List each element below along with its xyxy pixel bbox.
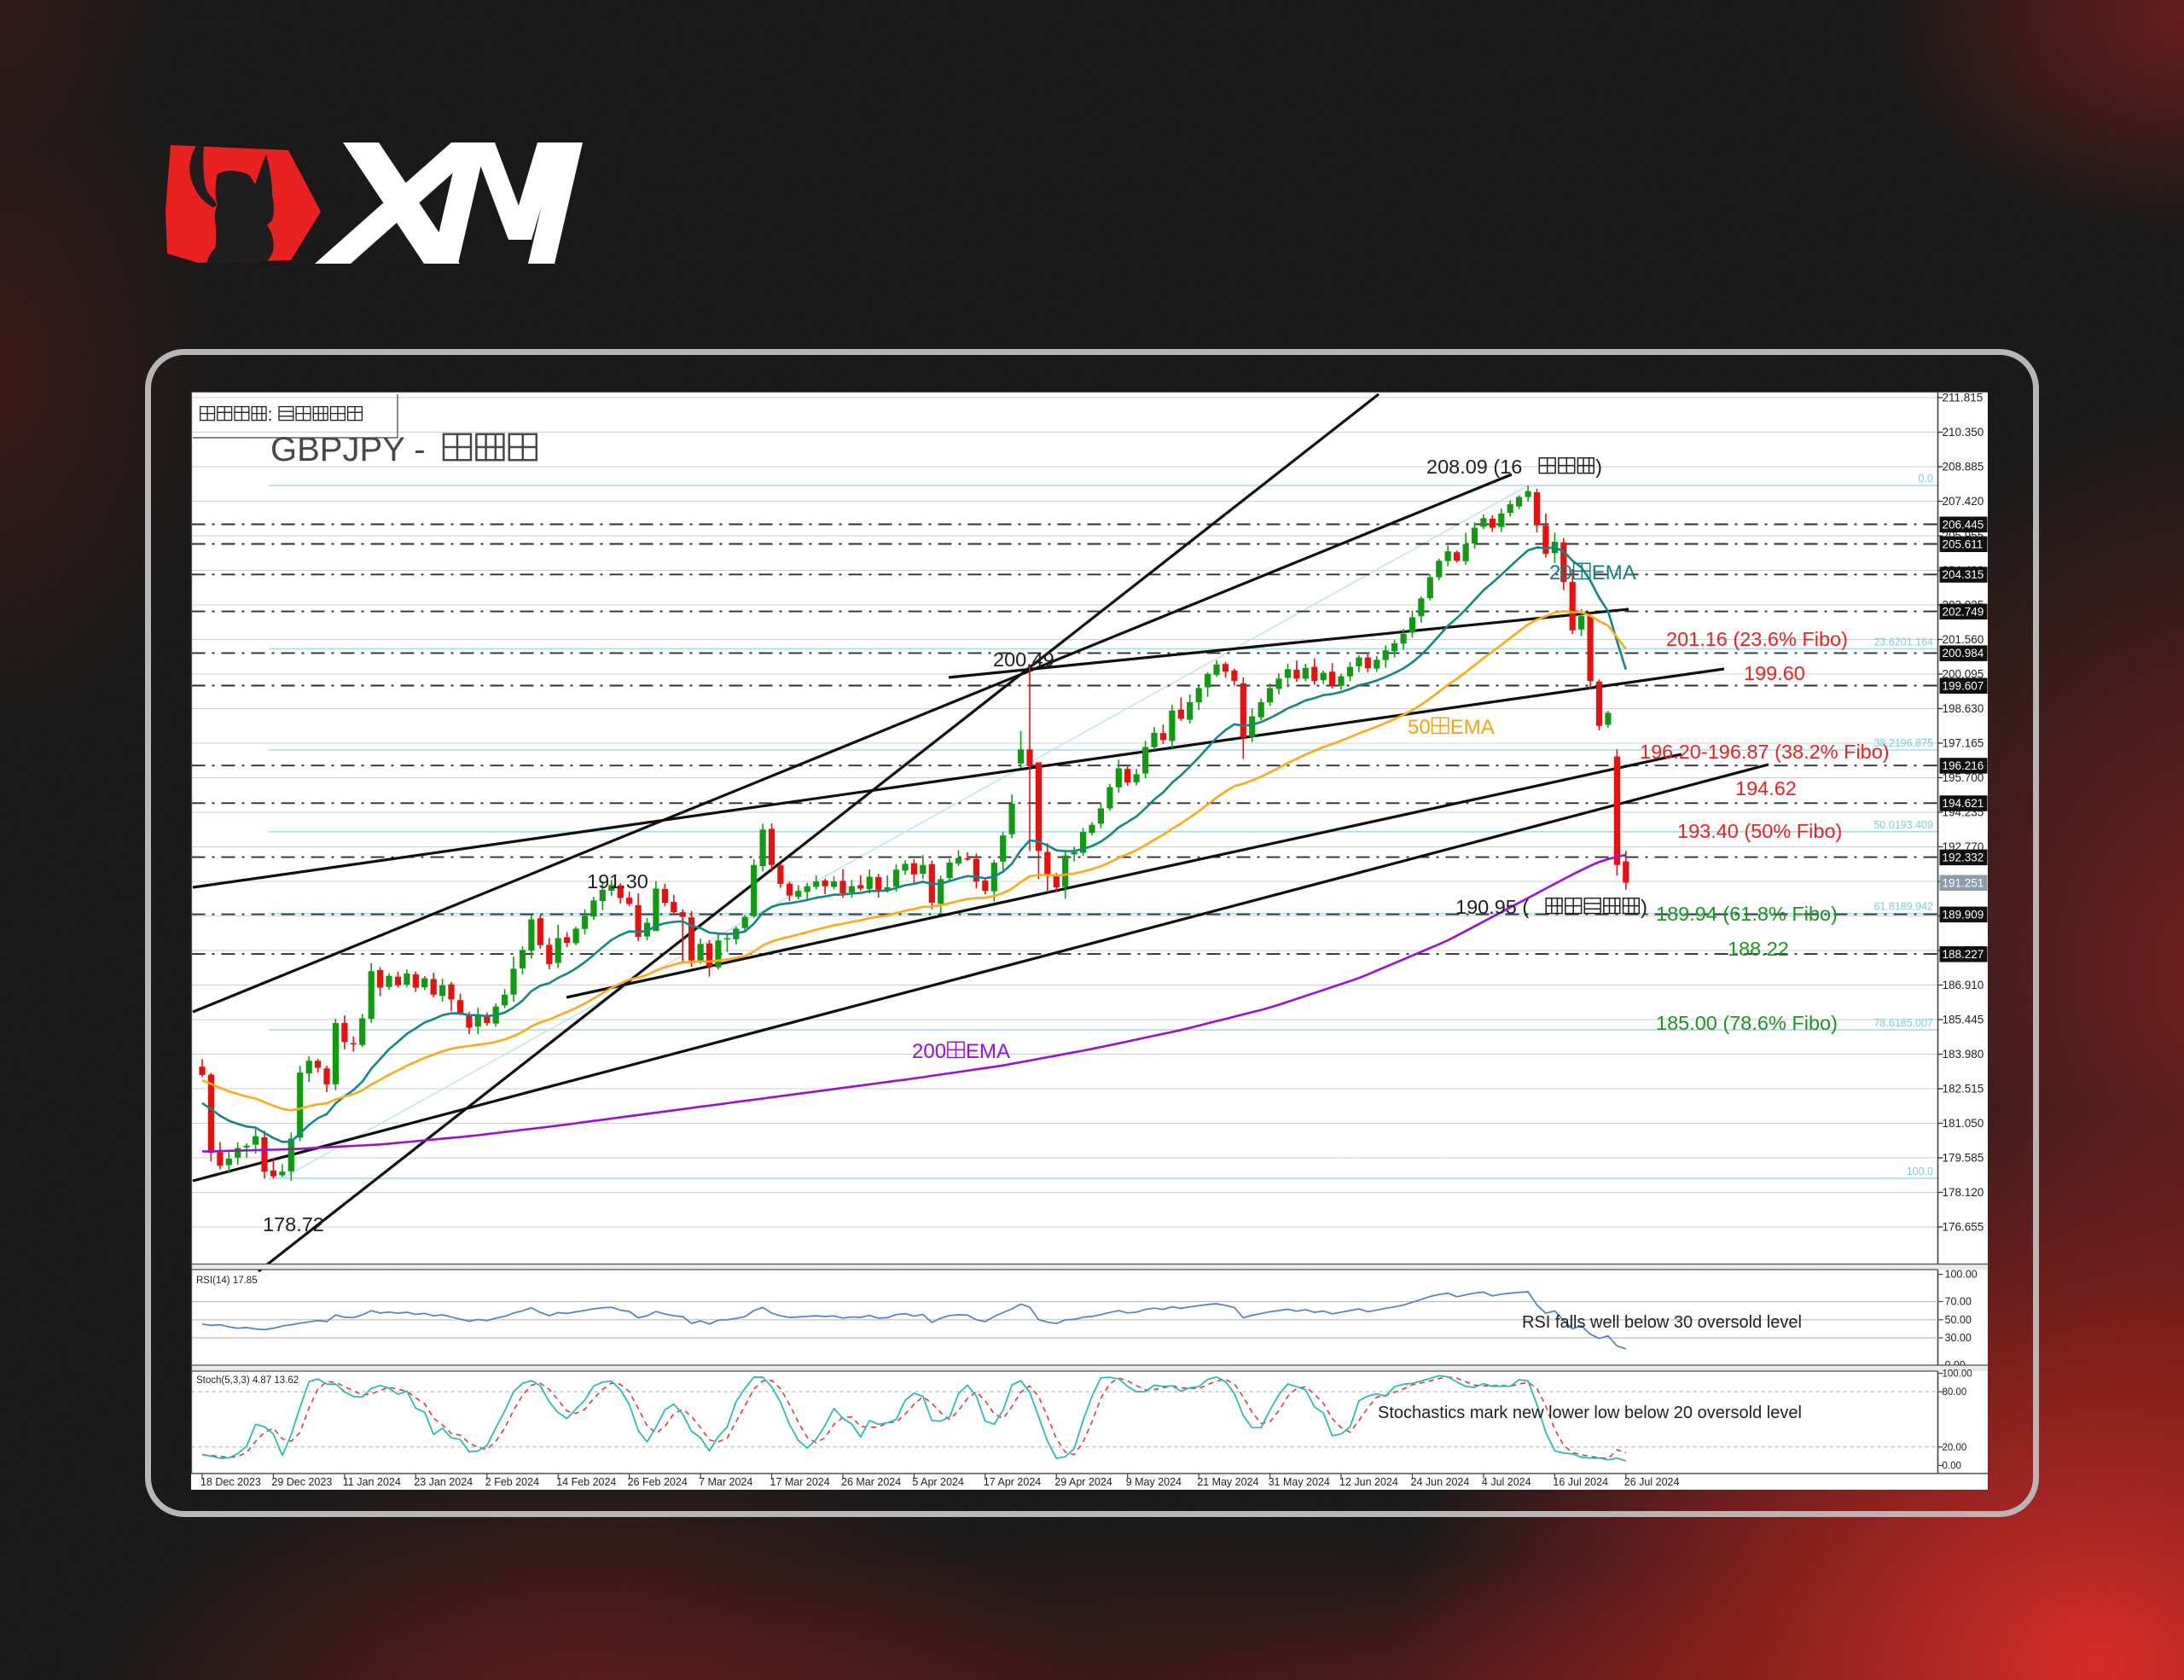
- svg-text:): ): [1641, 896, 1647, 918]
- svg-text:RSI falls well below 30 overso: RSI falls well below 30 oversold level: [1522, 1313, 1802, 1332]
- svg-text:GBPJPY -: GBPJPY -: [270, 431, 426, 468]
- svg-text:20: 20: [1549, 561, 1572, 584]
- svg-text:24 Jun 2024: 24 Jun 2024: [1411, 1476, 1470, 1488]
- svg-text::: :: [268, 405, 273, 425]
- svg-text:21 May 2024: 21 May 2024: [1197, 1476, 1258, 1488]
- svg-text:80.00: 80.00: [1943, 1387, 1967, 1398]
- svg-text:207.420: 207.420: [1943, 495, 1984, 508]
- svg-text:70.00: 70.00: [1945, 1296, 1972, 1308]
- svg-text:26 Jul 2024: 26 Jul 2024: [1624, 1476, 1680, 1488]
- svg-text:EMA: EMA: [1450, 716, 1495, 739]
- svg-text:4 Jul 2024: 4 Jul 2024: [1482, 1476, 1531, 1488]
- svg-text:50.0193.409: 50.0193.409: [1873, 819, 1933, 831]
- svg-text:16 Jul 2024: 16 Jul 2024: [1553, 1476, 1608, 1488]
- svg-text:208.09 (16: 208.09 (16: [1426, 456, 1522, 478]
- svg-text:12 Jun 2024: 12 Jun 2024: [1339, 1476, 1398, 1488]
- svg-text:Stoch(5,3,3) 4.87 13.62: Stoch(5,3,3) 4.87 13.62: [196, 1375, 299, 1386]
- svg-text:50.00: 50.00: [1945, 1314, 1972, 1326]
- svg-text:200.984: 200.984: [1943, 647, 1984, 660]
- svg-text:100.0: 100.0: [1907, 1166, 1933, 1177]
- svg-text:0.00: 0.00: [1943, 1462, 1961, 1472]
- svg-text:Stochastics mark new lower low: Stochastics mark new lower low below 20 …: [1378, 1404, 1802, 1422]
- svg-text:178.120: 178.120: [1943, 1186, 1984, 1199]
- svg-text:78.6185.007: 78.6185.007: [1873, 1017, 1933, 1029]
- svg-text:20.00: 20.00: [1943, 1443, 1967, 1453]
- svg-text:197.165: 197.165: [1943, 737, 1984, 750]
- svg-text:206.445: 206.445: [1943, 518, 1984, 531]
- svg-text:188.22: 188.22: [1728, 938, 1789, 960]
- svg-text:185.445: 185.445: [1943, 1014, 1984, 1026]
- svg-text:196.20-196.87 (38.2% Fibo): 196.20-196.87 (38.2% Fibo): [1640, 741, 1890, 763]
- svg-text:194.62: 194.62: [1735, 777, 1797, 799]
- svg-text:189.94 (61.8% Fibo): 189.94 (61.8% Fibo): [1656, 903, 1838, 925]
- svg-text:EMA: EMA: [1592, 561, 1636, 584]
- svg-text:202.749: 202.749: [1943, 605, 1984, 618]
- svg-text:50: 50: [1408, 716, 1431, 739]
- svg-text:191.251: 191.251: [1943, 876, 1984, 889]
- svg-text:210.350: 210.350: [1943, 426, 1984, 439]
- svg-text:211.815: 211.815: [1943, 392, 1984, 404]
- svg-text:9 May 2024: 9 May 2024: [1126, 1476, 1182, 1488]
- svg-text:178.72: 178.72: [263, 1213, 324, 1235]
- svg-text:176.655: 176.655: [1943, 1221, 1984, 1234]
- svg-text:29 Dec 2023: 29 Dec 2023: [271, 1476, 332, 1488]
- svg-text:23 Jan 2024: 23 Jan 2024: [414, 1476, 473, 1488]
- svg-text:208.885: 208.885: [1943, 461, 1984, 474]
- svg-text:200: 200: [912, 1040, 946, 1063]
- svg-text:204.315: 204.315: [1943, 568, 1984, 581]
- svg-text:11 Jan 2024: 11 Jan 2024: [343, 1476, 401, 1488]
- svg-text:17 Apr 2024: 17 Apr 2024: [984, 1476, 1041, 1488]
- svg-text:185.00 (78.6% Fibo): 185.00 (78.6% Fibo): [1656, 1012, 1838, 1034]
- svg-text:199.60: 199.60: [1744, 662, 1805, 684]
- svg-text:29 Apr 2024: 29 Apr 2024: [1054, 1476, 1112, 1488]
- svg-text:31 May 2024: 31 May 2024: [1269, 1476, 1330, 1488]
- svg-text:193.40 (50% Fibo): 193.40 (50% Fibo): [1677, 820, 1842, 842]
- svg-text:): ): [1595, 456, 1602, 478]
- svg-text:EMA: EMA: [966, 1040, 1010, 1063]
- svg-text:14 Feb 2024: 14 Feb 2024: [556, 1476, 616, 1488]
- svg-text:196.216: 196.216: [1943, 759, 1984, 772]
- svg-text:26 Feb 2024: 26 Feb 2024: [628, 1476, 688, 1488]
- svg-text:182.515: 182.515: [1943, 1083, 1984, 1096]
- svg-text:201.560: 201.560: [1943, 633, 1984, 646]
- svg-text:189.909: 189.909: [1943, 908, 1984, 921]
- svg-text:191.30: 191.30: [587, 870, 648, 892]
- svg-text:199.607: 199.607: [1943, 679, 1984, 692]
- svg-text:2 Feb 2024: 2 Feb 2024: [485, 1476, 539, 1488]
- svg-text:23.6201.164: 23.6201.164: [1873, 636, 1933, 648]
- svg-text:205.611: 205.611: [1943, 538, 1984, 550]
- svg-text:201.16 (23.6% Fibo): 201.16 (23.6% Fibo): [1666, 628, 1848, 650]
- svg-text:18 Dec 2023: 18 Dec 2023: [200, 1476, 261, 1488]
- svg-text:RSI(14) 17.85: RSI(14) 17.85: [196, 1276, 258, 1286]
- svg-text:188.227: 188.227: [1943, 948, 1984, 961]
- svg-text:38.2196.875: 38.2196.875: [1873, 737, 1933, 749]
- svg-text:194.621: 194.621: [1943, 797, 1984, 810]
- svg-text:179.585: 179.585: [1943, 1152, 1984, 1165]
- svg-text:5 Apr 2024: 5 Apr 2024: [912, 1476, 964, 1488]
- svg-text:7 Mar 2024: 7 Mar 2024: [699, 1476, 752, 1488]
- svg-text:100.00: 100.00: [1945, 1269, 1978, 1281]
- svg-text:61.8189.942: 61.8189.942: [1873, 901, 1933, 913]
- svg-text:192.332: 192.332: [1943, 851, 1984, 863]
- svg-text:100.00: 100.00: [1943, 1369, 1972, 1380]
- svg-text:17 Mar 2024: 17 Mar 2024: [770, 1476, 830, 1488]
- svg-text:186.910: 186.910: [1943, 979, 1984, 991]
- svg-text:183.980: 183.980: [1943, 1048, 1984, 1061]
- svg-text:181.050: 181.050: [1943, 1117, 1984, 1130]
- svg-text:0.0: 0.0: [1919, 473, 1933, 485]
- svg-text:26 Mar 2024: 26 Mar 2024: [841, 1476, 901, 1488]
- svg-text:200.49: 200.49: [993, 648, 1054, 671]
- svg-text:190.95 (: 190.95 (: [1455, 896, 1529, 918]
- svg-text:30.00: 30.00: [1945, 1332, 1972, 1344]
- svg-text:198.630: 198.630: [1943, 702, 1984, 715]
